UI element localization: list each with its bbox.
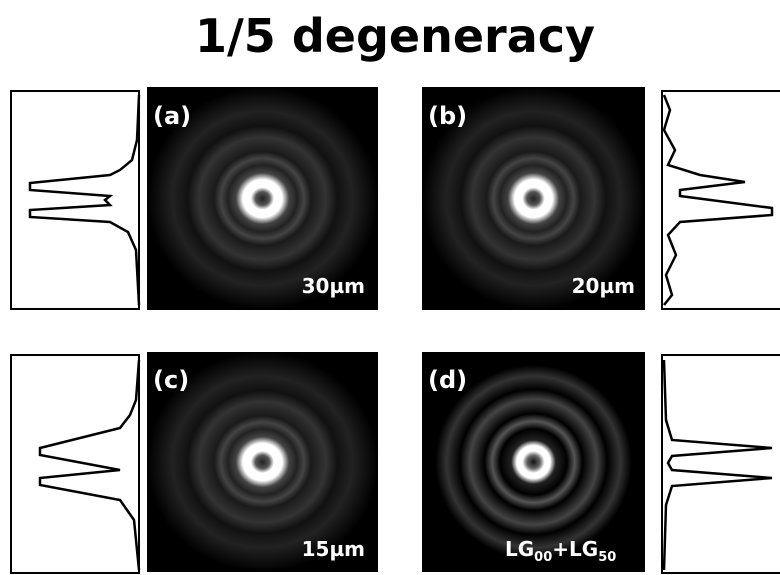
scale-text: +LG	[552, 537, 598, 561]
panel-label: (a)	[153, 102, 191, 130]
figure-title: 1/5 degeneracy	[195, 9, 595, 63]
profile-box	[11, 91, 139, 309]
scale-text: LG	[505, 537, 534, 561]
panel-label: (c)	[153, 366, 189, 394]
scale-subscript: 00	[534, 550, 552, 565]
panel-label: (b)	[428, 102, 467, 130]
scale-subscript: 50	[598, 550, 616, 565]
figure: 1/5 degeneracy (a) 30µm (b) 20µm (c) 15µ…	[0, 0, 780, 575]
profile-box	[662, 355, 780, 573]
panel-label: (d)	[428, 366, 467, 394]
scale-label: 15µm	[302, 537, 365, 561]
profile-box	[11, 355, 139, 573]
scale-label: 20µm	[572, 274, 635, 298]
scale-label: 30µm	[302, 274, 365, 298]
profile-box	[662, 91, 780, 309]
